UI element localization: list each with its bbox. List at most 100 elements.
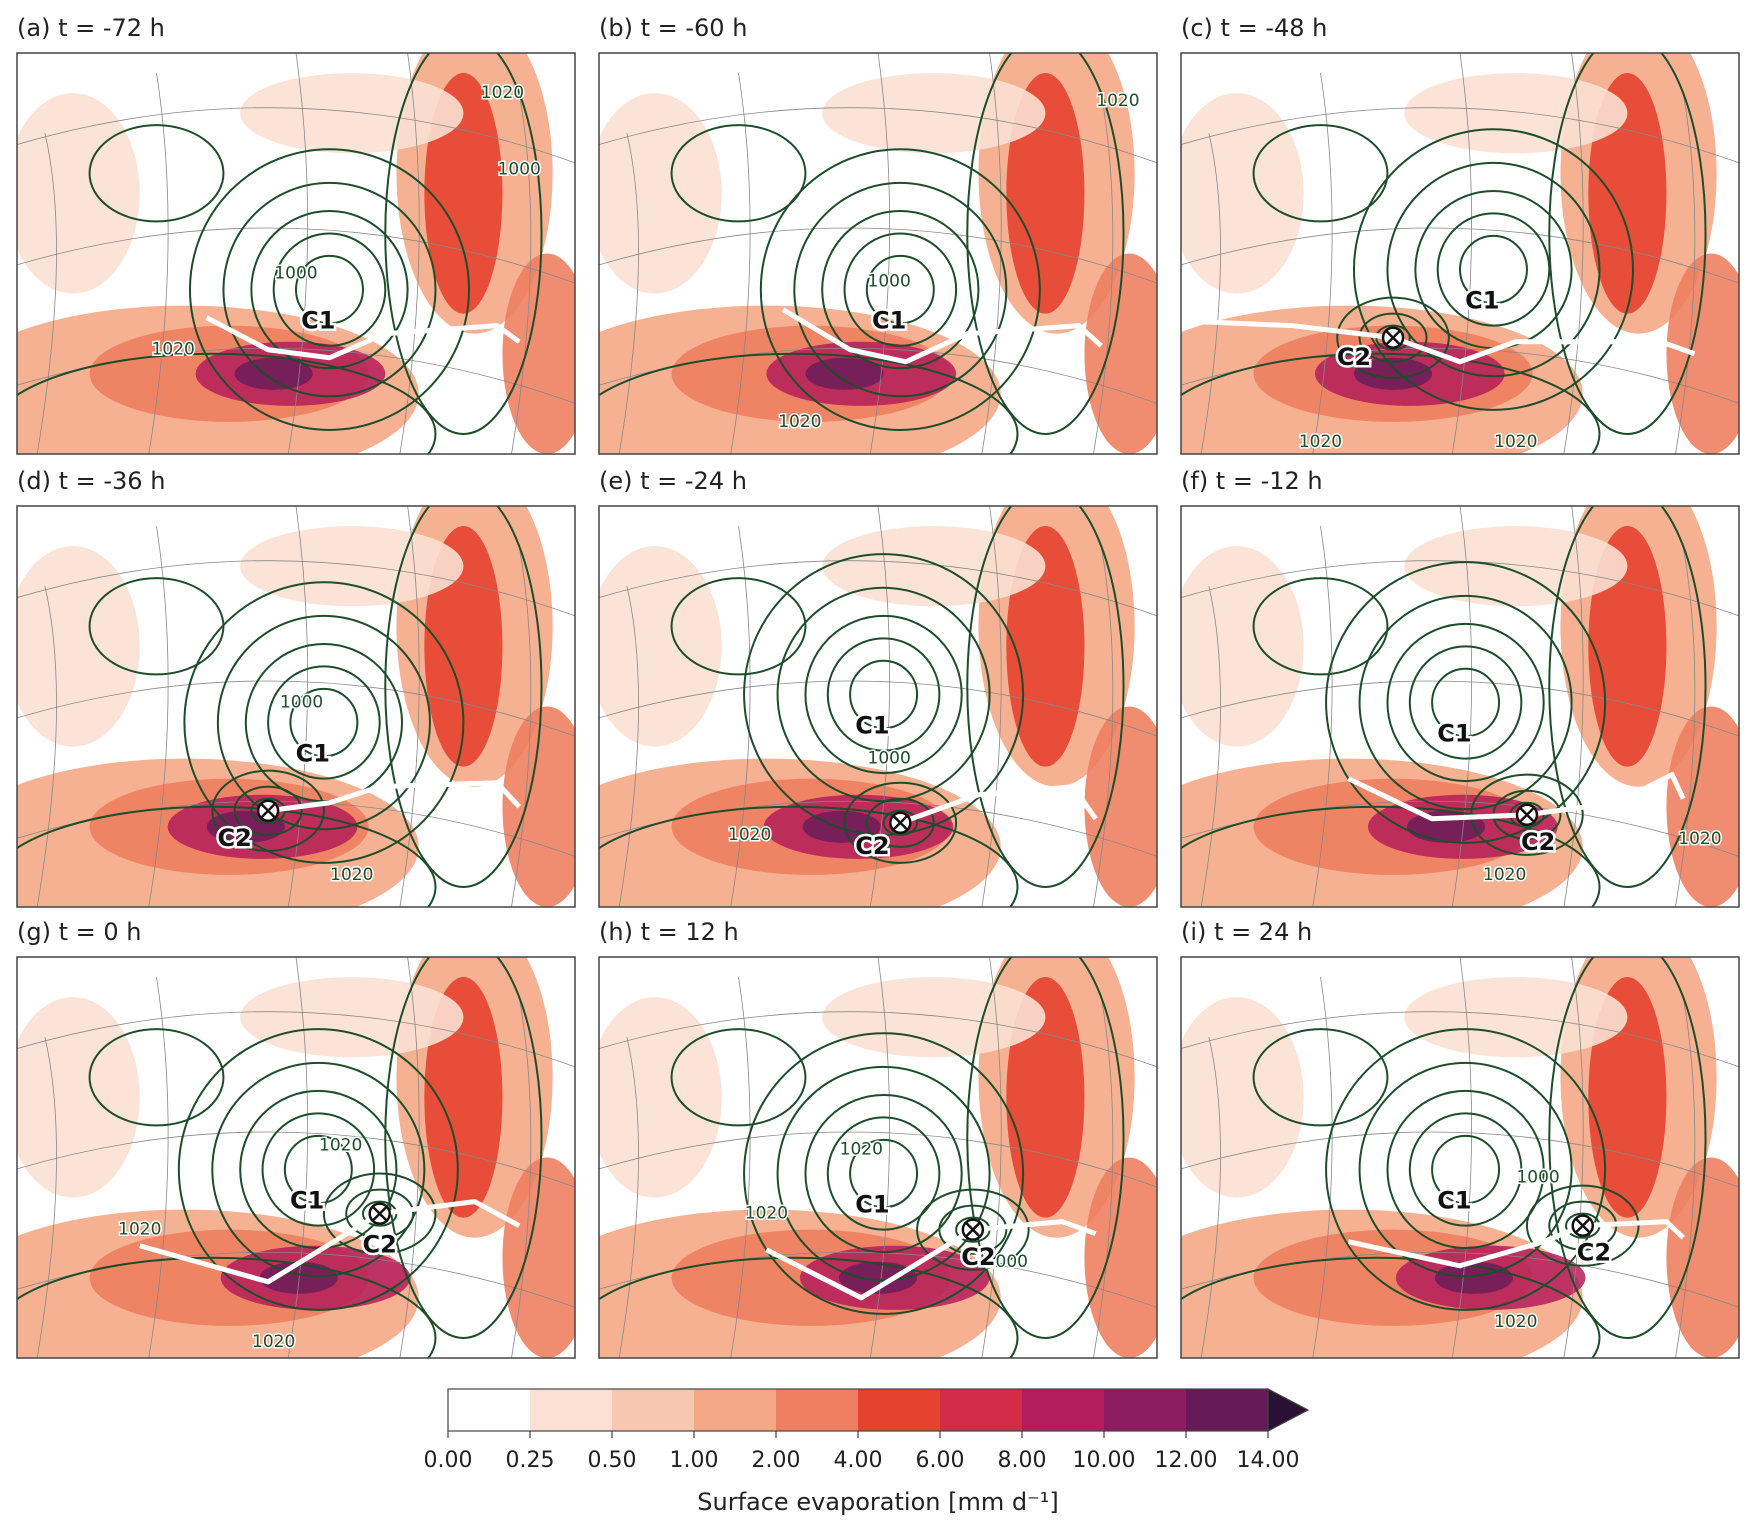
evaporation-field [17, 93, 140, 294]
cyclone-track [1347, 772, 1686, 822]
evaporation-field [1666, 706, 1739, 907]
pressure-contour [1181, 805, 1601, 907]
colorbar-tick-label: 14.00 [1237, 1448, 1300, 1473]
contour-label: 1020 [1483, 865, 1526, 885]
pressure-contour [88, 1028, 225, 1127]
pressure-contour [233, 785, 303, 836]
map-panel: (f) t = -12 h 1020 1020 C1 C2 [1180, 467, 1740, 908]
cyclone-track [205, 315, 521, 361]
panel-frame [1180, 956, 1740, 1359]
contour-label: 1020 [319, 1135, 362, 1155]
graticule [730, 72, 751, 454]
pressure-contour [793, 181, 1008, 398]
map-panel: (c) t = -48 h 1020 1020 C1 C2 [1180, 14, 1740, 455]
map-panel: (h) t = 12 h 1020 1020 1000 C1 C2 [598, 918, 1158, 1359]
colorbar-bin [940, 1389, 1023, 1431]
cyclone-label: C2 [217, 824, 251, 852]
evaporation-field [1084, 253, 1157, 454]
cyclone-marker-cross [260, 803, 276, 819]
pressure-contour [1358, 1061, 1573, 1278]
cyclone-marker-cross [892, 815, 908, 831]
contour-label: 1000 [274, 264, 317, 284]
pressure-contour [384, 53, 543, 435]
pressure-contour [599, 805, 1019, 907]
graticule [1181, 680, 1739, 737]
evaporation-field [240, 526, 464, 607]
contour-label: 1000 [985, 1252, 1028, 1272]
panel-title: (c) t = -48 h [1181, 14, 1327, 42]
cyclone-track [781, 307, 1103, 365]
graticule [1312, 976, 1333, 1358]
pressure-contour [670, 1028, 807, 1127]
panel-title: (b) t = -60 h [599, 14, 747, 42]
pressure-contour [1431, 1134, 1501, 1205]
graticule [869, 506, 891, 907]
panel-frame [16, 505, 576, 908]
graticule [599, 560, 1157, 617]
map-panel: (i) t = 24 h 1000 1020 C1 C2 [1180, 918, 1740, 1359]
evaporation-field [1084, 706, 1157, 907]
graticule [148, 525, 169, 907]
pressure-contour [283, 1134, 353, 1205]
graticule [148, 976, 169, 1358]
evaporation-field [802, 810, 881, 843]
cyclone-label: C1 [1437, 1187, 1471, 1215]
cyclone-marker-cross [372, 1206, 388, 1222]
pressure-contour [1386, 1089, 1545, 1250]
pressure-contour [849, 659, 919, 730]
map-panel: (b) t = -60 h 1000 1020 1020 C1 [598, 14, 1158, 455]
pressure-contour [759, 148, 1041, 431]
contour-label: 1020 [745, 1204, 788, 1224]
pressure-contour [1181, 352, 1601, 454]
graticule [287, 53, 309, 454]
pressure-contour [599, 1256, 1019, 1358]
evaporation-field [240, 977, 464, 1058]
contour-label: 1020 [1299, 432, 1342, 452]
pressure-contour [261, 1112, 376, 1227]
evaporation-field [822, 977, 1046, 1058]
graticule [618, 1037, 639, 1358]
colorbar-extend [1267, 1388, 1310, 1432]
graticule [1563, 957, 1584, 1358]
pressure-contour [1548, 957, 1707, 1339]
pressure-contour [272, 232, 387, 347]
evaporation-field [599, 997, 722, 1198]
pressure-contour [1325, 561, 1607, 844]
pressure-contour [1358, 594, 1573, 811]
pressure-contour [843, 781, 958, 864]
pressure-contour [966, 53, 1125, 435]
contour-label: 1020 [1678, 829, 1721, 849]
graticule [287, 506, 309, 907]
pressure-contour [1386, 622, 1545, 783]
panel-frame [598, 956, 1158, 1359]
pressure-contour [916, 1188, 1030, 1271]
panel-title: (h) t = 12 h [599, 918, 739, 946]
pressure-contour [865, 797, 935, 848]
graticule [599, 680, 1157, 737]
pressure-contour [1325, 1028, 1607, 1311]
evaporation-field [599, 546, 722, 747]
cyclone-label: C1 [855, 1191, 889, 1219]
cyclone-track [899, 784, 1098, 826]
pressure-contour [1548, 53, 1707, 435]
pressure-contour [1252, 577, 1389, 676]
evaporation-field [17, 997, 140, 1198]
pressure-contour [1252, 1028, 1389, 1127]
contour-label: 1020 [330, 865, 373, 885]
graticule [17, 1011, 575, 1068]
graticule [1563, 506, 1584, 907]
graticule [1200, 133, 1221, 454]
colorbar-bin [694, 1389, 777, 1431]
map-area [17, 957, 575, 1358]
colorbar-tick-label: 0.00 [424, 1448, 473, 1473]
pressure-contour [267, 665, 381, 780]
pressure-contour [776, 1065, 991, 1282]
evaporation-field [1181, 93, 1304, 294]
colorbar-bin [530, 1389, 613, 1431]
map-area [1181, 506, 1739, 907]
colorbar-tick-label: 8.00 [998, 1448, 1047, 1473]
pressure-contour [1336, 296, 1450, 379]
graticule [1181, 1011, 1739, 1068]
colorbar-bin [612, 1389, 695, 1431]
pressure-contour [1436, 212, 1551, 327]
